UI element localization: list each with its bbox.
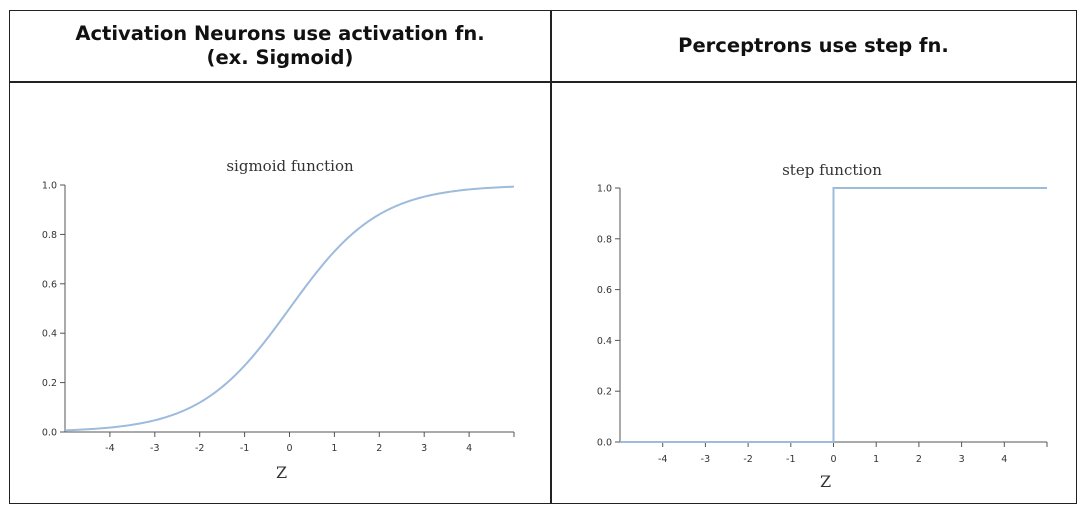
comparison-table: Activation Neurons use activation fn. (e… [9, 10, 1077, 504]
step-y-tick-label: 0.8 [597, 234, 612, 245]
step-y-tick-label: 1.0 [597, 184, 612, 195]
step-x-axis-label: Z [820, 472, 831, 491]
sigmoid-y-tick-label: 0.4 [42, 329, 57, 340]
header-perceptrons: Perceptrons use step fn. [678, 34, 949, 57]
sigmoid-x-tick-label: 1 [331, 443, 337, 454]
header-activation-neurons: Activation Neurons use activation fn. (e… [75, 22, 485, 69]
sigmoid-x-tick-label: 0 [286, 443, 292, 454]
step-x-tick-label: -2 [743, 454, 752, 465]
step-x-tick-label: 3 [959, 454, 965, 465]
header-divider [10, 81, 1076, 83]
sigmoid-y-tick-label: 1.0 [42, 181, 57, 192]
sigmoid-x-tick-label: 4 [466, 443, 472, 454]
sigmoid-x-tick-label: -2 [195, 443, 204, 454]
step-chart-title: step function [782, 161, 882, 179]
sigmoid-y-tick-label: 0.6 [42, 279, 57, 290]
step-plot-group: step function 0.0 0.2 0.4 0.6 0.8 1.0 -4 -3 -2 -1 0… [597, 161, 1048, 491]
sigmoid-series-line [64, 185, 515, 432]
step-y-tick-label: 0.6 [597, 285, 612, 296]
sigmoid-y-tick-label: 0.8 [42, 230, 57, 241]
step-series-line [620, 187, 1047, 443]
sigmoid-plot-group: sigmoid function 0.0 0.2 0.4 0.6 0.8 1.0 -4 -3 -2… [42, 157, 515, 482]
step-x-tick-label: 1 [873, 454, 879, 465]
step-y-tick-label: 0.2 [597, 387, 612, 398]
step-x-tick-label: -3 [701, 454, 710, 465]
step-x-tick-label: 2 [916, 454, 922, 465]
sigmoid-x-tick-label: -1 [240, 443, 249, 454]
sigmoid-x-tick-label: -3 [150, 443, 159, 454]
sigmoid-x-axis-label: Z [276, 463, 287, 482]
step-x-tick-label: -1 [786, 454, 795, 465]
column-divider [550, 11, 552, 503]
step-x-tick-label: 4 [1001, 454, 1007, 465]
sigmoid-x-tick-label: 3 [421, 443, 427, 454]
sigmoid-y-tick-label: 0.0 [42, 428, 57, 439]
step-x-tick-label: 0 [830, 454, 836, 465]
step-y-tick-label: 0.4 [597, 336, 612, 347]
sigmoid-x-tick-label: 2 [376, 443, 382, 454]
sigmoid-y-tick-label: 0.2 [42, 378, 57, 389]
step-y-tick-label: 0.0 [597, 438, 612, 449]
sigmoid-chart-title: sigmoid function [226, 157, 354, 175]
sigmoid-x-tick-label: -4 [105, 443, 114, 454]
step-x-tick-label: -4 [658, 454, 667, 465]
